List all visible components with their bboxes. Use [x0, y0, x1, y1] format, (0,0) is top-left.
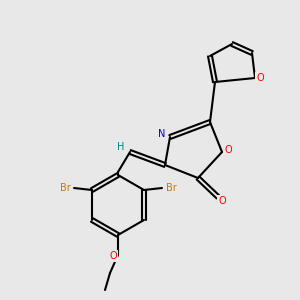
Text: O: O [218, 196, 226, 206]
Text: O: O [256, 73, 264, 83]
Text: H: H [117, 142, 125, 152]
Text: Br: Br [166, 183, 176, 193]
Text: O: O [109, 251, 117, 261]
Text: N: N [158, 129, 166, 139]
Text: Br: Br [60, 183, 70, 193]
Text: O: O [224, 145, 232, 155]
